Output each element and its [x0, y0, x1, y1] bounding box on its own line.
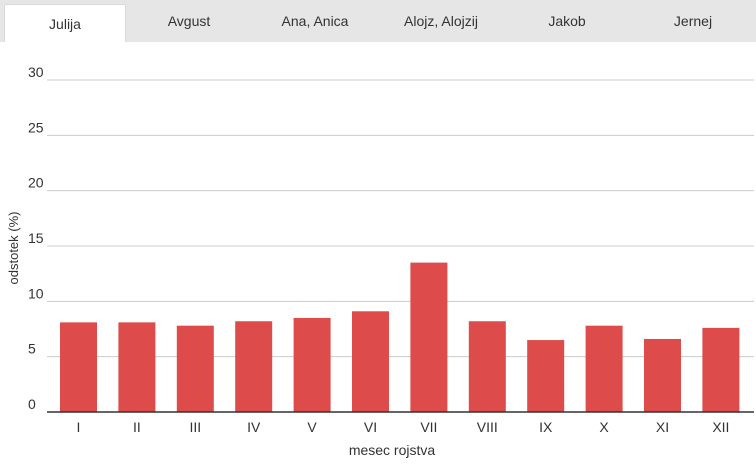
bar	[585, 325, 623, 412]
bar	[293, 317, 331, 412]
tab-ana-anica[interactable]: Ana, Anica	[281, 13, 349, 29]
bar	[644, 338, 681, 412]
y-tick-label: 15	[28, 230, 44, 246]
y-tick-label: 20	[28, 175, 44, 191]
y-tick-label: 5	[28, 341, 36, 357]
x-tick-label: I	[77, 419, 81, 435]
x-tick-label: XII	[712, 419, 729, 435]
bars	[60, 262, 740, 412]
bar	[410, 262, 448, 412]
tab-julija[interactable]: Julija	[4, 4, 126, 42]
y-tick-label: 25	[28, 119, 44, 135]
y-axis-ticks: 0 5 10 15 20 25 30	[28, 64, 44, 412]
x-tick-label: VI	[364, 419, 377, 435]
tab-bar: Julija Avgust Ana, Anica Alojz, Alojzij …	[0, 0, 756, 42]
bar	[235, 321, 273, 412]
y-axis-title: odstotek (%)	[6, 212, 21, 285]
x-axis-title: mesec rojstva	[349, 442, 436, 458]
x-tick-label: IX	[539, 419, 553, 435]
x-tick-label: XI	[656, 419, 669, 435]
y-tick-label: 30	[28, 64, 44, 80]
y-tick-label: 10	[28, 285, 44, 301]
bar	[60, 322, 97, 412]
tab-alojz-alojzij[interactable]: Alojz, Alojzij	[404, 13, 478, 29]
gridlines	[47, 79, 754, 358]
y-tick-label: 0	[28, 396, 36, 412]
x-tick-label: IV	[247, 419, 261, 435]
x-tick-label: III	[189, 419, 201, 435]
bar	[468, 321, 506, 412]
bar	[527, 340, 565, 412]
x-tick-label: VIII	[477, 419, 498, 435]
tab-jakob[interactable]: Jakob	[548, 13, 586, 29]
x-tick-label: X	[599, 419, 609, 435]
tab-jernej[interactable]: Jernej	[673, 13, 713, 29]
x-tick-label: VII	[420, 419, 437, 435]
x-axis-ticks: I II III IV V VI VII VIII IX X XI XII	[77, 419, 730, 435]
bar	[176, 325, 214, 412]
x-tick-label: V	[307, 419, 317, 435]
tab-avgust[interactable]: Avgust	[167, 13, 211, 29]
bar	[702, 327, 740, 412]
bar	[118, 322, 156, 412]
x-tick-label: II	[133, 419, 141, 435]
bar	[352, 311, 389, 412]
